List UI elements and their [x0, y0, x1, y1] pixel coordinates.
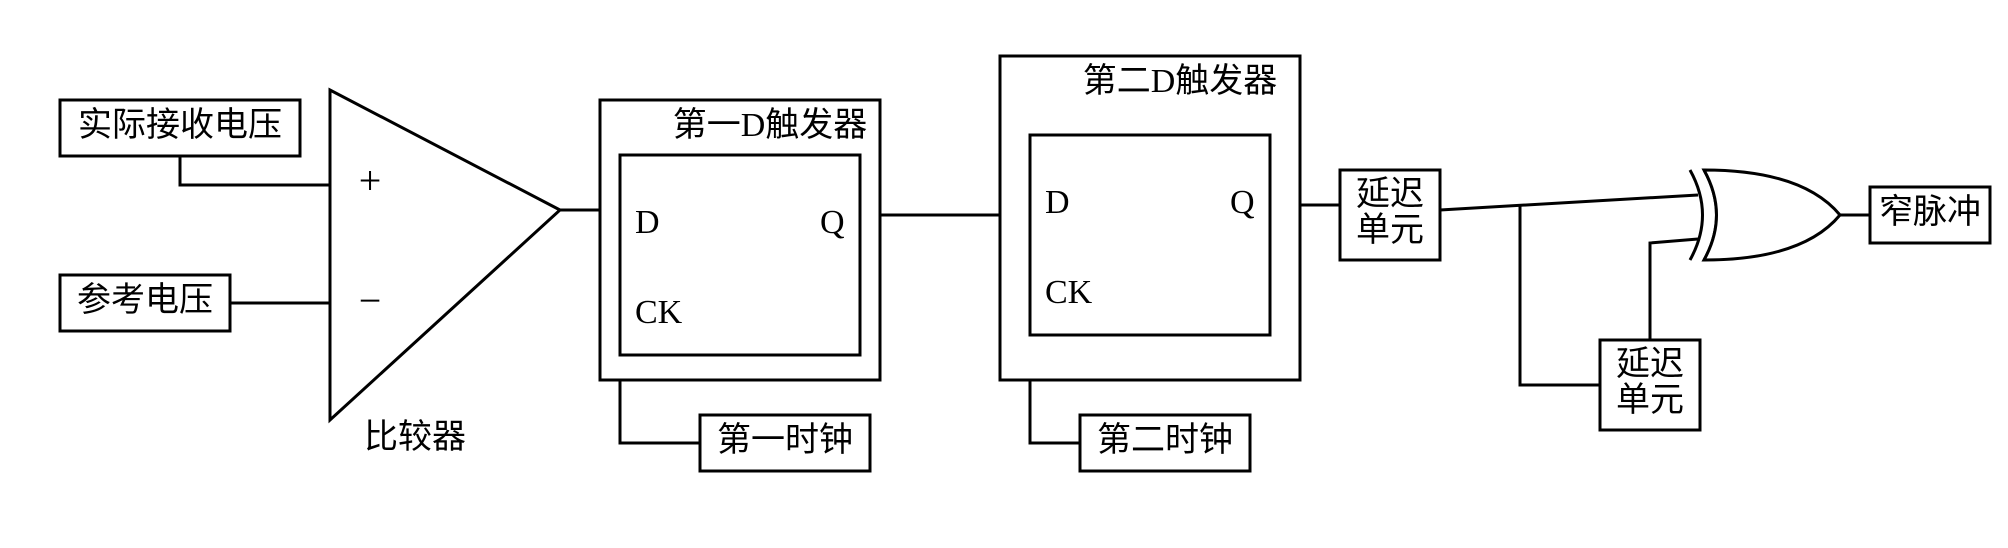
dff2-title: 第二D触发器 — [1083, 62, 1278, 100]
output-narrow-pulse-label: 窄脉冲 — [1879, 193, 1981, 231]
comparator-minus: − — [359, 278, 382, 323]
comparator-label: 比较器 — [364, 418, 466, 456]
comparator-triangle — [330, 90, 560, 420]
dff1-title: 第一D触发器 — [673, 106, 868, 144]
xor-gate — [1704, 170, 1840, 260]
delay2-label-1: 延迟 — [1616, 346, 1684, 383]
delay1-label-1: 延迟 — [1356, 176, 1424, 213]
dff1-clock-label: 第一时钟 — [717, 421, 853, 459]
dff1-d-port: D — [635, 204, 660, 241]
delay2-label-2: 单元 — [1616, 382, 1684, 419]
comparator-plus: + — [359, 158, 382, 203]
dff1-ck-port: CK — [635, 294, 683, 331]
dff2-d-port: D — [1045, 184, 1070, 221]
dff2-q-port: Q — [1230, 184, 1255, 221]
ref-voltage-label: 参考电压 — [77, 281, 213, 319]
dff2-clock-label: 第二时钟 — [1097, 421, 1233, 459]
dff1-q-port: Q — [820, 204, 845, 241]
dff2-ck-port: CK — [1045, 274, 1093, 311]
actual-voltage-label: 实际接收电压 — [78, 106, 282, 144]
delay1-label-2: 单元 — [1356, 212, 1424, 249]
